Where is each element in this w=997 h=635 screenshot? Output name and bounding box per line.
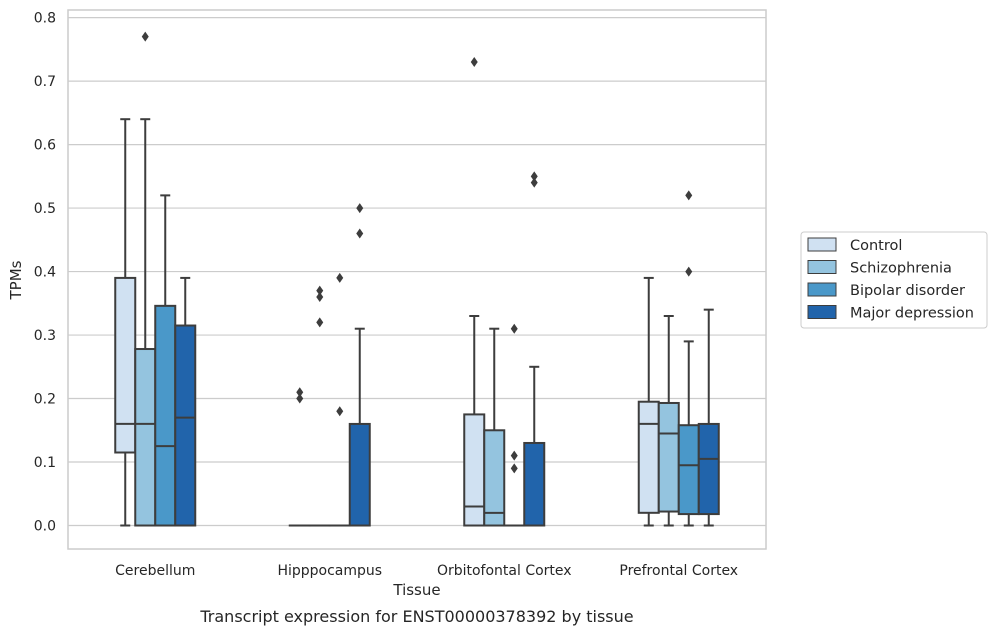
legend-label: Control xyxy=(850,238,902,254)
box xyxy=(288,387,311,527)
y-tick-label: 0.6 xyxy=(34,138,56,154)
box xyxy=(348,203,371,527)
outlier-point xyxy=(510,323,518,334)
y-tick-label: 0.3 xyxy=(34,328,56,344)
y-tick-label: 0.7 xyxy=(34,74,56,90)
series-schizophrenia xyxy=(134,31,680,527)
y-axis-title: TPMs xyxy=(7,260,25,300)
box xyxy=(523,171,546,527)
box xyxy=(483,327,506,527)
outlier-point xyxy=(141,31,149,42)
legend-label: Schizophrenia xyxy=(850,261,952,277)
outlier-point xyxy=(510,463,518,474)
x-tick-label: Hipppocampus xyxy=(277,563,382,579)
x-tick-label: Orbitofontal Cortex xyxy=(437,563,572,579)
outlier-point xyxy=(336,406,344,417)
box xyxy=(463,57,486,527)
outlier-point xyxy=(685,190,693,201)
outlier-point xyxy=(316,291,324,302)
box-body xyxy=(114,276,137,454)
legend-label: Bipolar disorder xyxy=(850,283,965,299)
outlier-point xyxy=(530,171,538,182)
y-tick-label: 0.8 xyxy=(34,11,56,27)
outlier-point xyxy=(685,266,693,277)
box-body xyxy=(657,401,680,513)
box xyxy=(154,194,177,527)
box xyxy=(114,118,137,527)
box-body xyxy=(348,422,371,527)
x-tick-label: Cerebellum xyxy=(115,563,195,579)
box-body xyxy=(174,324,197,527)
legend-swatch xyxy=(807,282,837,297)
box-body xyxy=(523,441,546,527)
box xyxy=(174,276,197,527)
x-tick-label: Prefrontal Cortex xyxy=(619,563,738,579)
box xyxy=(308,285,331,527)
series-bipolar-disorder xyxy=(154,190,700,527)
outlier-point xyxy=(510,450,518,461)
box xyxy=(697,308,720,527)
box-body xyxy=(134,348,157,527)
outlier-point xyxy=(356,228,364,239)
legend-label: Major depression xyxy=(850,306,974,322)
box-body xyxy=(637,400,660,514)
outlier-point xyxy=(470,57,478,68)
box xyxy=(637,276,660,527)
legend-swatch xyxy=(807,305,837,319)
legend: Control Schizophrenia Bipolar disorder Majo… xyxy=(800,231,988,329)
legend-swatch xyxy=(807,237,837,252)
outlier-point xyxy=(316,285,324,296)
series-control xyxy=(114,57,660,527)
box xyxy=(657,315,680,527)
box xyxy=(328,272,351,527)
series-major-depression xyxy=(174,171,720,527)
box-body xyxy=(697,422,720,516)
box xyxy=(134,31,157,527)
y-tick-label: 0.4 xyxy=(34,265,56,281)
outlier-point xyxy=(356,203,364,214)
box-body xyxy=(154,304,177,527)
outlier-point xyxy=(296,387,304,398)
y-tick-label: 0.0 xyxy=(34,519,56,535)
box xyxy=(677,190,700,527)
box-body xyxy=(677,424,700,516)
plot-area-frame xyxy=(67,9,767,550)
outlier-point xyxy=(296,393,304,404)
y-tick-label: 0.5 xyxy=(34,201,56,217)
legend-frame xyxy=(800,231,988,329)
legend-swatch xyxy=(807,260,837,274)
boxes xyxy=(114,31,720,527)
y-tick-label: 0.1 xyxy=(34,455,56,471)
outlier-point xyxy=(336,272,344,283)
outlier-point xyxy=(316,317,324,328)
box-body xyxy=(483,429,506,527)
y-tick-labels: 0.0 0.1 0.2 0.3 0.4 0.5 0.6 0.7 0.8 xyxy=(34,11,56,535)
box-body xyxy=(463,413,486,527)
x-tick-labels: Cerebellum Hipppocampus Orbitofontal Corte… xyxy=(115,563,738,579)
box xyxy=(503,323,526,527)
outlier-point xyxy=(530,177,538,188)
figure-caption: Transcript expression for ENST0000037839… xyxy=(199,607,633,626)
x-axis-title: Tissue xyxy=(392,581,440,599)
y-tick-label: 0.2 xyxy=(34,392,56,408)
